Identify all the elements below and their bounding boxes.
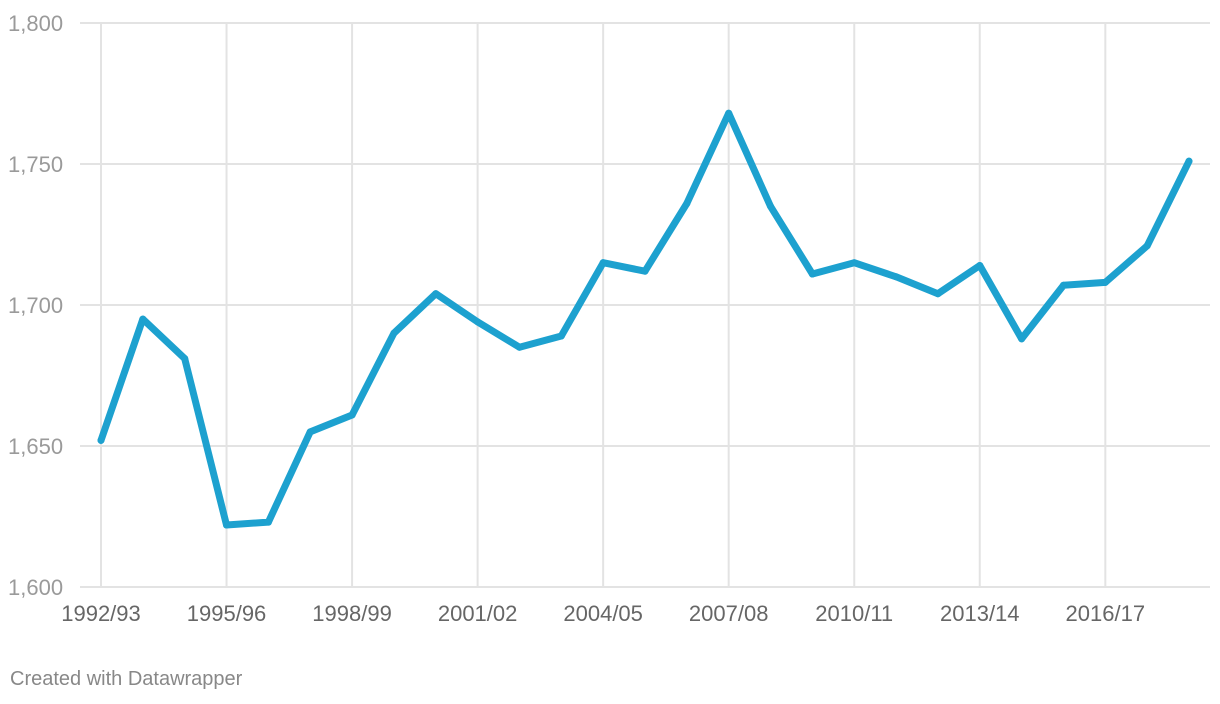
data-point-2015-16 — [1059, 281, 1067, 289]
y-tick-label-1800: 1,800 — [8, 11, 63, 36]
data-point-2018-19 — [1185, 157, 1193, 165]
x-tick-label-1992-93: 1992/93 — [61, 601, 141, 626]
x-tick-label-2016-17: 2016/17 — [1066, 601, 1146, 626]
y-gridlines — [80, 22, 1210, 588]
y-tick-label-1750: 1,750 — [8, 152, 63, 177]
data-point-2001-02 — [474, 318, 482, 326]
data-point-2002-03 — [515, 343, 523, 351]
data-point-2007-08 — [725, 109, 733, 117]
data-point-1998-99 — [348, 411, 356, 419]
x-tick-label-2010-11: 2010/11 — [815, 601, 893, 626]
x-tick-label-1998-99: 1998/99 — [312, 601, 392, 626]
data-point-2000-01 — [432, 290, 440, 298]
data-point-2014-15 — [1018, 335, 1026, 343]
data-point-1996-97 — [264, 518, 272, 526]
data-point-1995-96 — [223, 521, 231, 529]
data-point-1999-00 — [390, 329, 398, 337]
data-point-2013-14 — [976, 262, 984, 270]
x-tick-label-1995-96: 1995/96 — [187, 601, 267, 626]
y-tick-label-1650: 1,650 — [8, 434, 63, 459]
x-tick-label-2001-02: 2001/02 — [438, 601, 518, 626]
data-point-2004-05 — [599, 259, 607, 267]
data-point-2016-17 — [1101, 278, 1109, 286]
x-tick-label-2007-08: 2007/08 — [689, 601, 769, 626]
data-point-2006-07 — [683, 199, 691, 207]
series-line — [97, 109, 1193, 529]
data-point-1997-98 — [306, 428, 314, 436]
data-point-2012-13 — [934, 290, 942, 298]
series-group — [97, 109, 1193, 529]
x-axis-tick-labels: 1992/93 1995/96 1998/99 2001/02 2004/05 2007/… — [61, 601, 1145, 626]
data-point-2003-04 — [557, 332, 565, 340]
data-point-1992-93 — [97, 436, 105, 444]
x-tick-label-2013-14: 2013/14 — [940, 601, 1020, 626]
y-tick-label-1600: 1,600 — [8, 575, 63, 600]
line-chart: 1,600 1,650 1,700 1,750 1,800 1992/93 1995/96… — [8, 11, 1210, 626]
x-tick-label-2004-05: 2004/05 — [563, 601, 643, 626]
data-point-2010-11 — [850, 259, 858, 267]
data-point-2011-12 — [892, 273, 900, 281]
data-point-1994-95 — [181, 355, 189, 363]
data-point-2017-18 — [1143, 242, 1151, 250]
data-point-1993-94 — [139, 315, 147, 323]
y-axis-tick-labels: 1,600 1,650 1,700 1,750 1,800 — [8, 11, 63, 600]
data-point-2009-10 — [808, 270, 816, 278]
data-point-2008-09 — [767, 202, 775, 210]
datawrapper-credit: Created with Datawrapper — [10, 668, 243, 690]
y-tick-label-1700: 1,700 — [8, 293, 63, 318]
data-point-2005-06 — [641, 267, 649, 275]
